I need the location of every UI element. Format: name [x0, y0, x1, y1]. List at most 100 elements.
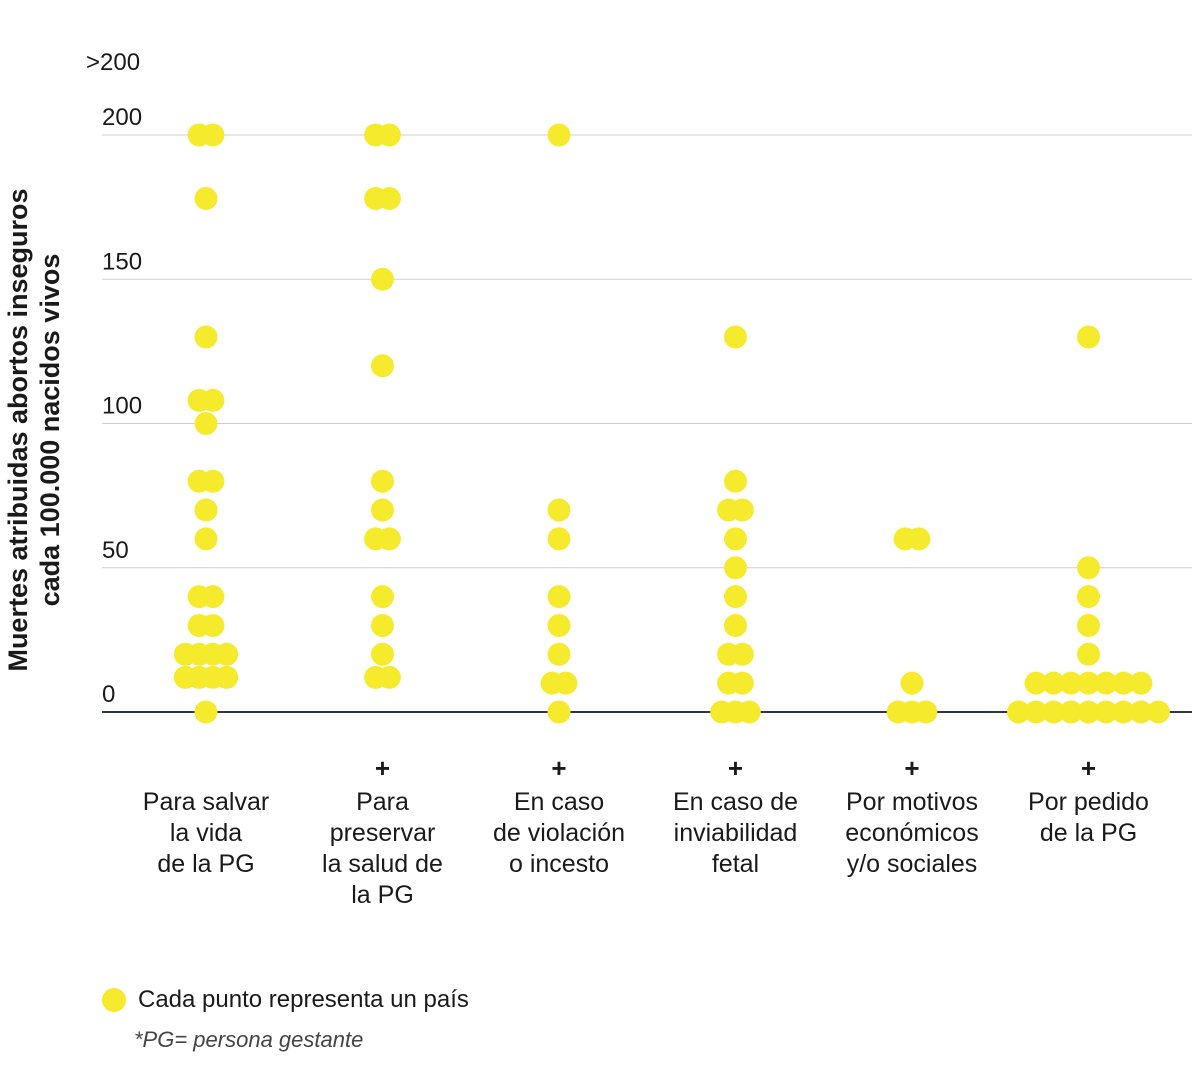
- y-tick-label: 0: [102, 681, 115, 708]
- data-point: [377, 123, 401, 147]
- data-point: [1094, 671, 1118, 695]
- data-point: [547, 613, 571, 637]
- x-category-label: de violación: [493, 819, 625, 847]
- data-point: [554, 671, 578, 695]
- footnote: *PG= persona gestante: [134, 1027, 364, 1052]
- data-point: [907, 527, 931, 551]
- data-point: [724, 527, 747, 551]
- y-axis-title: cada 100.000 nacidos vivos: [35, 254, 65, 607]
- data-point: [730, 498, 754, 522]
- data-point: [1146, 700, 1170, 724]
- data-point: [201, 469, 225, 493]
- data-point: [730, 642, 754, 666]
- x-category-label: inviabilidad: [674, 819, 798, 847]
- x-category-label: la PG: [351, 881, 414, 909]
- data-point: [1077, 700, 1100, 724]
- data-point: [194, 527, 218, 551]
- data-point: [201, 388, 225, 412]
- data-point: [1129, 700, 1153, 724]
- data-point: [1042, 700, 1066, 724]
- data-point: [1077, 325, 1100, 349]
- x-category-label: y/o sociales: [847, 850, 978, 878]
- data-point: [201, 123, 225, 147]
- data-point: [547, 642, 571, 666]
- data-point: [194, 700, 218, 724]
- data-point: [914, 700, 938, 724]
- data-point: [1007, 700, 1031, 724]
- plus-marker: +: [551, 753, 566, 783]
- x-category-label: Por motivos: [846, 788, 978, 816]
- y-overflow-label: >200: [86, 49, 140, 76]
- legend: Cada punto representa un país: [102, 986, 469, 1014]
- data-point: [371, 469, 394, 493]
- data-point: [377, 527, 401, 551]
- data-point: [724, 556, 747, 580]
- y-tick-label: 150: [102, 248, 142, 275]
- data-point: [547, 585, 571, 609]
- x-category-label: de la PG: [157, 850, 254, 878]
- data-point: [547, 700, 571, 724]
- data-point: [1129, 671, 1153, 695]
- data-point: [371, 585, 394, 609]
- plus-marker: +: [1081, 753, 1096, 783]
- x-category-label: fetal: [712, 850, 759, 878]
- data-point: [377, 665, 401, 689]
- data-point: [1111, 671, 1135, 695]
- x-category-label: preservar: [330, 819, 436, 847]
- data-point: [730, 671, 754, 695]
- data-point: [201, 613, 225, 637]
- data-point: [1094, 700, 1118, 724]
- data-point: [1077, 556, 1100, 580]
- x-category-label: la vida: [170, 819, 242, 847]
- data-point: [1077, 642, 1100, 666]
- data-point: [371, 267, 394, 291]
- x-category-label: económicos: [845, 819, 978, 847]
- x-category-label: Para salvar: [143, 788, 269, 816]
- y-tick-label: 50: [102, 537, 129, 564]
- data-point: [724, 469, 747, 493]
- data-point: [194, 412, 218, 435]
- x-category-label: En caso de: [673, 788, 798, 816]
- data-point: [371, 498, 394, 522]
- data-point: [1042, 671, 1066, 695]
- data-point: [724, 613, 747, 637]
- plus-marker: +: [904, 753, 919, 783]
- plus-marker: +: [375, 753, 390, 783]
- data-point: [194, 325, 218, 349]
- data-point: [377, 186, 401, 210]
- data-point: [215, 642, 239, 666]
- y-tick-label: 200: [102, 104, 142, 131]
- legend-label: Cada punto representa un país: [138, 986, 469, 1013]
- x-category-label: Por pedido: [1028, 788, 1149, 816]
- data-point: [547, 498, 571, 522]
- data-point: [194, 498, 218, 522]
- y-tick-label: 100: [102, 393, 142, 420]
- data-point: [900, 671, 924, 695]
- data-point: [1059, 700, 1083, 724]
- data-point: [724, 585, 747, 609]
- plus-marker: +: [728, 753, 743, 783]
- data-point: [215, 665, 239, 689]
- data-point: [1077, 613, 1100, 637]
- data-point: [371, 613, 394, 637]
- data-point: [201, 585, 225, 609]
- x-category-label: de la PG: [1040, 819, 1137, 847]
- data-point: [737, 700, 761, 724]
- data-point: [724, 325, 747, 349]
- y-axis-title: Muertes atribuidas abortos inseguros: [3, 188, 33, 671]
- data-point: [1059, 671, 1083, 695]
- data-point: [547, 527, 571, 551]
- data-point: [371, 642, 394, 666]
- chart: 0 50 100 150 200 >200 Muertes atribuidas abort…: [3, 49, 1192, 909]
- data-point: [371, 354, 394, 378]
- data-point: [547, 123, 571, 147]
- x-category-label: la salud de: [322, 850, 443, 878]
- data-point: [1024, 700, 1048, 724]
- data-point: [194, 186, 218, 210]
- legend-dot-icon: [102, 988, 126, 1012]
- x-category-label: o incesto: [509, 850, 609, 878]
- x-category-label: Para: [356, 788, 409, 816]
- data-point: [1111, 700, 1135, 724]
- data-point: [1077, 671, 1100, 695]
- x-category-label: En caso: [514, 788, 604, 816]
